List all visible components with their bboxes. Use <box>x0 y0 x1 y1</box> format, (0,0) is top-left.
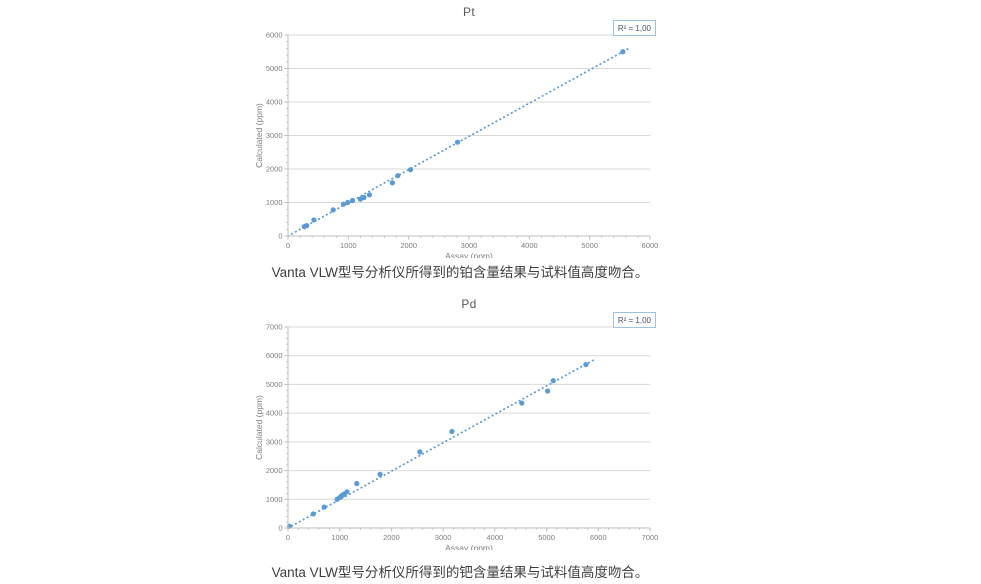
pd-caption: Vanta VLW型号分析仪所得到的钯含量结果与试料值高度吻合。 <box>271 565 649 580</box>
data-point <box>417 449 423 455</box>
pd-chart-block: 0 1000 2000 3000 4000 5000 6000 7000 0 1000 2000 30… <box>250 292 670 584</box>
y-tick-label: 0 <box>278 524 282 533</box>
pt-r2-legend-box: R² = 1,00 <box>612 20 656 36</box>
pd-r2-legend-label: R² = 1,00 <box>617 316 651 325</box>
x-tick-label: 1000 <box>331 533 348 542</box>
pd-scatter-plot: 0 1000 2000 3000 4000 5000 6000 7000 0 1000 2000 30… <box>254 323 659 551</box>
x-tick-label: 7000 <box>642 533 659 542</box>
x-tick-label: 3000 <box>461 241 478 250</box>
y-tick-label: 4000 <box>266 409 283 418</box>
x-tick-label: 0 <box>286 241 290 250</box>
x-tick-label: 2000 <box>400 241 417 250</box>
pt-scatter-plot: 0 1000 2000 3000 4000 5000 6000 0 1000 2000 3000 40… <box>254 31 659 259</box>
y-tick-label: 6000 <box>266 351 283 360</box>
data-point <box>377 471 383 477</box>
data-point <box>345 199 351 206</box>
y-tick-label: 2000 <box>266 165 283 174</box>
data-point <box>454 139 461 145</box>
x-tick-label: 1000 <box>340 241 357 250</box>
x-tick-label: 6000 <box>590 533 607 542</box>
x-tick-label: 4000 <box>521 241 538 250</box>
trend-line <box>287 359 595 529</box>
y-axis-title: Calculated (ppm) <box>254 103 264 168</box>
pd-r2-legend-box: R² = 1,00 <box>612 312 656 328</box>
y-tick-label: 0 <box>278 232 282 241</box>
data-point <box>395 173 401 179</box>
data-point <box>550 378 556 384</box>
x-tick-label: 3000 <box>435 533 452 542</box>
y-tick-label: 7000 <box>266 323 283 332</box>
data-point <box>366 192 373 198</box>
x-tick-label: 0 <box>286 533 290 542</box>
x-axis-title: Assay (ppm) <box>445 251 493 258</box>
y-tick-label: 3000 <box>266 131 283 140</box>
y-tick-label: 1000 <box>266 198 283 207</box>
x-tick-label: 2000 <box>383 533 400 542</box>
data-point <box>340 201 347 207</box>
pt-r2-legend-label: R² = 1,00 <box>617 24 651 33</box>
pt-caption: Vanta VLW型号分析仪所得到的铂含量结果与试料值高度吻合。 <box>271 265 649 280</box>
y-tick-label: 5000 <box>266 380 283 389</box>
data-point <box>344 489 350 495</box>
data-point <box>519 400 525 406</box>
y-tick-label: 5000 <box>266 64 283 73</box>
pd-chart-title: Pd <box>461 297 477 311</box>
y-tick-label: 1000 <box>266 495 283 504</box>
data-point <box>311 217 317 223</box>
data-point <box>620 49 626 55</box>
data-point <box>330 207 336 213</box>
pt-chart-title: Pt <box>463 5 475 19</box>
x-tick-label: 5000 <box>581 241 598 250</box>
y-tick-label: 3000 <box>266 437 283 446</box>
data-point <box>361 194 367 201</box>
data-point <box>545 388 551 394</box>
data-point <box>321 504 327 510</box>
data-point <box>310 511 316 517</box>
y-tick-label: 6000 <box>266 31 283 40</box>
data-point <box>389 180 395 186</box>
data-point <box>304 223 310 229</box>
x-tick-label: 5000 <box>538 533 555 542</box>
x-tick-label: 6000 <box>642 241 659 250</box>
data-point <box>354 480 360 487</box>
data-point <box>407 167 414 173</box>
data-point <box>449 428 455 435</box>
data-point <box>349 197 356 204</box>
y-axis-title: Calculated (ppm) <box>254 395 264 460</box>
x-tick-label: 4000 <box>487 533 504 542</box>
data-point <box>583 362 589 368</box>
x-axis-title: Assay (ppm) <box>445 543 493 550</box>
y-tick-label: 2000 <box>266 466 283 475</box>
pt-chart-block: 0 1000 2000 3000 4000 5000 6000 0 1000 2000 3000 40… <box>250 0 670 284</box>
y-tick-label: 4000 <box>266 98 283 107</box>
